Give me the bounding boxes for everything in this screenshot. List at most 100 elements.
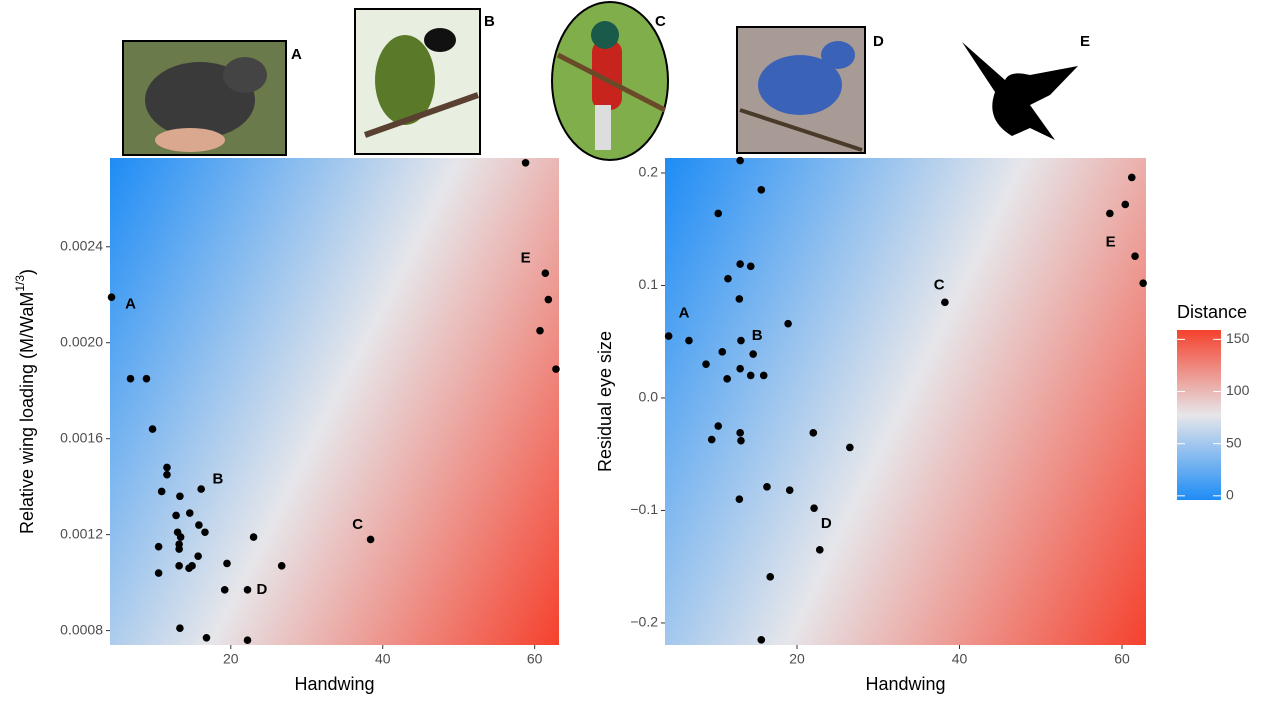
y-tick-label: −0.1 — [630, 501, 658, 517]
y-tick-label: 0.0008 — [60, 621, 103, 637]
point — [142, 374, 151, 383]
photo-e: E — [962, 33, 1090, 140]
point — [172, 511, 180, 520]
point — [664, 332, 673, 340]
photo-b: B — [354, 8, 495, 155]
x-tick-label: 60 — [1114, 651, 1130, 667]
point — [188, 562, 196, 570]
point — [366, 535, 375, 544]
y-tick-label: 0.0016 — [60, 429, 103, 445]
point — [735, 295, 744, 303]
point — [736, 429, 744, 437]
point — [714, 422, 723, 430]
point — [724, 274, 732, 283]
x-tick-label: 40 — [952, 651, 968, 667]
point — [249, 533, 258, 541]
colorbar-label: 0 — [1226, 487, 1234, 503]
panel: 20 40 60 −0.2 −0.1 0.0 0.1 0.2 Handwing Residual … — [595, 156, 1147, 694]
point — [185, 509, 194, 517]
x-tick-label: 60 — [527, 651, 543, 667]
photo-label: A — [291, 46, 302, 63]
y-tick-label: 0.0024 — [60, 237, 103, 253]
x-tick-label: 20 — [223, 651, 239, 667]
point — [810, 504, 818, 513]
point — [1139, 279, 1147, 288]
point — [195, 521, 203, 529]
point — [163, 470, 171, 479]
x-tick-label: 20 — [789, 651, 805, 667]
photo-d: D — [736, 26, 884, 154]
point-annotation: D — [257, 581, 268, 598]
x-axis-title: Handwing — [865, 674, 945, 694]
point — [126, 374, 135, 383]
point — [552, 365, 560, 373]
point-annotation: B — [212, 470, 223, 487]
point — [702, 360, 710, 369]
point — [746, 371, 755, 380]
photo-a: A — [122, 40, 302, 156]
point-annotation: C — [352, 516, 363, 533]
point — [809, 429, 818, 437]
point — [1121, 200, 1130, 209]
colorbar-label: 50 — [1226, 434, 1242, 450]
point — [521, 158, 530, 167]
point — [1106, 209, 1114, 218]
point — [223, 559, 231, 568]
y-tick-label: 0.0020 — [60, 333, 103, 349]
plot-background — [665, 158, 1146, 645]
point — [175, 562, 183, 570]
point — [243, 586, 252, 594]
colorbar-label: 100 — [1226, 382, 1250, 398]
point-annotation: D — [821, 515, 832, 532]
point — [536, 326, 544, 335]
point — [757, 636, 766, 644]
point — [175, 545, 183, 553]
point — [736, 156, 744, 165]
point — [714, 209, 723, 218]
point-annotation: E — [521, 250, 531, 267]
point — [757, 186, 766, 194]
colorbar — [1177, 330, 1221, 500]
point — [785, 486, 794, 495]
point — [220, 586, 229, 594]
point — [541, 269, 550, 277]
y-tick-label: 0.1 — [639, 276, 659, 292]
y-axis-title: Residual eye size — [595, 331, 615, 472]
point — [202, 634, 211, 642]
point — [194, 552, 202, 561]
legend: Distance 0 50 100 150 — [1177, 302, 1250, 503]
y-axis-title: Relative wing loading (M/WaM1/3) — [13, 269, 37, 534]
point — [718, 348, 727, 356]
colorbar-label: 150 — [1226, 330, 1250, 346]
point-annotation: B — [752, 327, 763, 344]
point-annotation: A — [125, 295, 136, 312]
point — [815, 546, 824, 554]
point — [685, 336, 693, 345]
point — [735, 495, 744, 504]
point — [243, 636, 252, 645]
point — [107, 293, 116, 301]
point — [759, 371, 768, 380]
point — [176, 533, 185, 541]
y-tick-label: −0.2 — [630, 614, 658, 630]
point-annotation: E — [1106, 234, 1116, 251]
point — [1131, 252, 1139, 261]
point — [746, 262, 755, 271]
point — [197, 485, 205, 493]
panel: 20 40 60 0.0008 0.0012 0.0016 0.0020 0.0024 Hand… — [13, 158, 560, 694]
point — [941, 298, 949, 307]
point — [1127, 173, 1136, 182]
point — [737, 436, 745, 445]
point — [723, 375, 731, 383]
point — [749, 350, 757, 358]
point — [154, 542, 163, 551]
point — [163, 463, 171, 472]
photo-label: B — [484, 13, 495, 30]
photo-c: C — [551, 1, 669, 161]
point — [737, 336, 745, 345]
point — [176, 624, 184, 633]
photo-label: C — [655, 13, 666, 30]
point — [544, 295, 553, 304]
photo-label: D — [873, 33, 884, 50]
